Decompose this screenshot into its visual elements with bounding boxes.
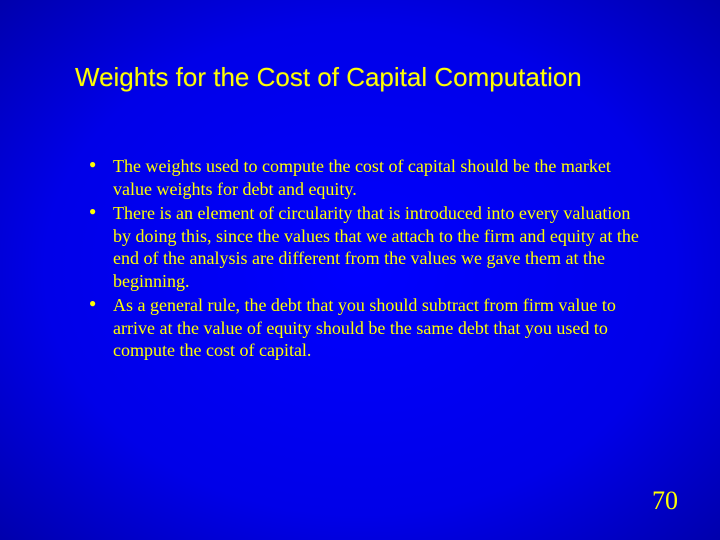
bullet-item: The weights used to compute the cost of … — [85, 155, 650, 200]
bullet-item: There is an element of circularity that … — [85, 202, 650, 292]
bullet-list: The weights used to compute the cost of … — [85, 155, 650, 362]
slide-container: Weights for the Cost of Capital Computat… — [0, 0, 720, 540]
bullet-item: As a general rule, the debt that you sho… — [85, 294, 650, 362]
slide-content: The weights used to compute the cost of … — [85, 155, 650, 364]
slide-title: Weights for the Cost of Capital Computat… — [75, 62, 660, 93]
page-number: 70 — [652, 486, 678, 516]
